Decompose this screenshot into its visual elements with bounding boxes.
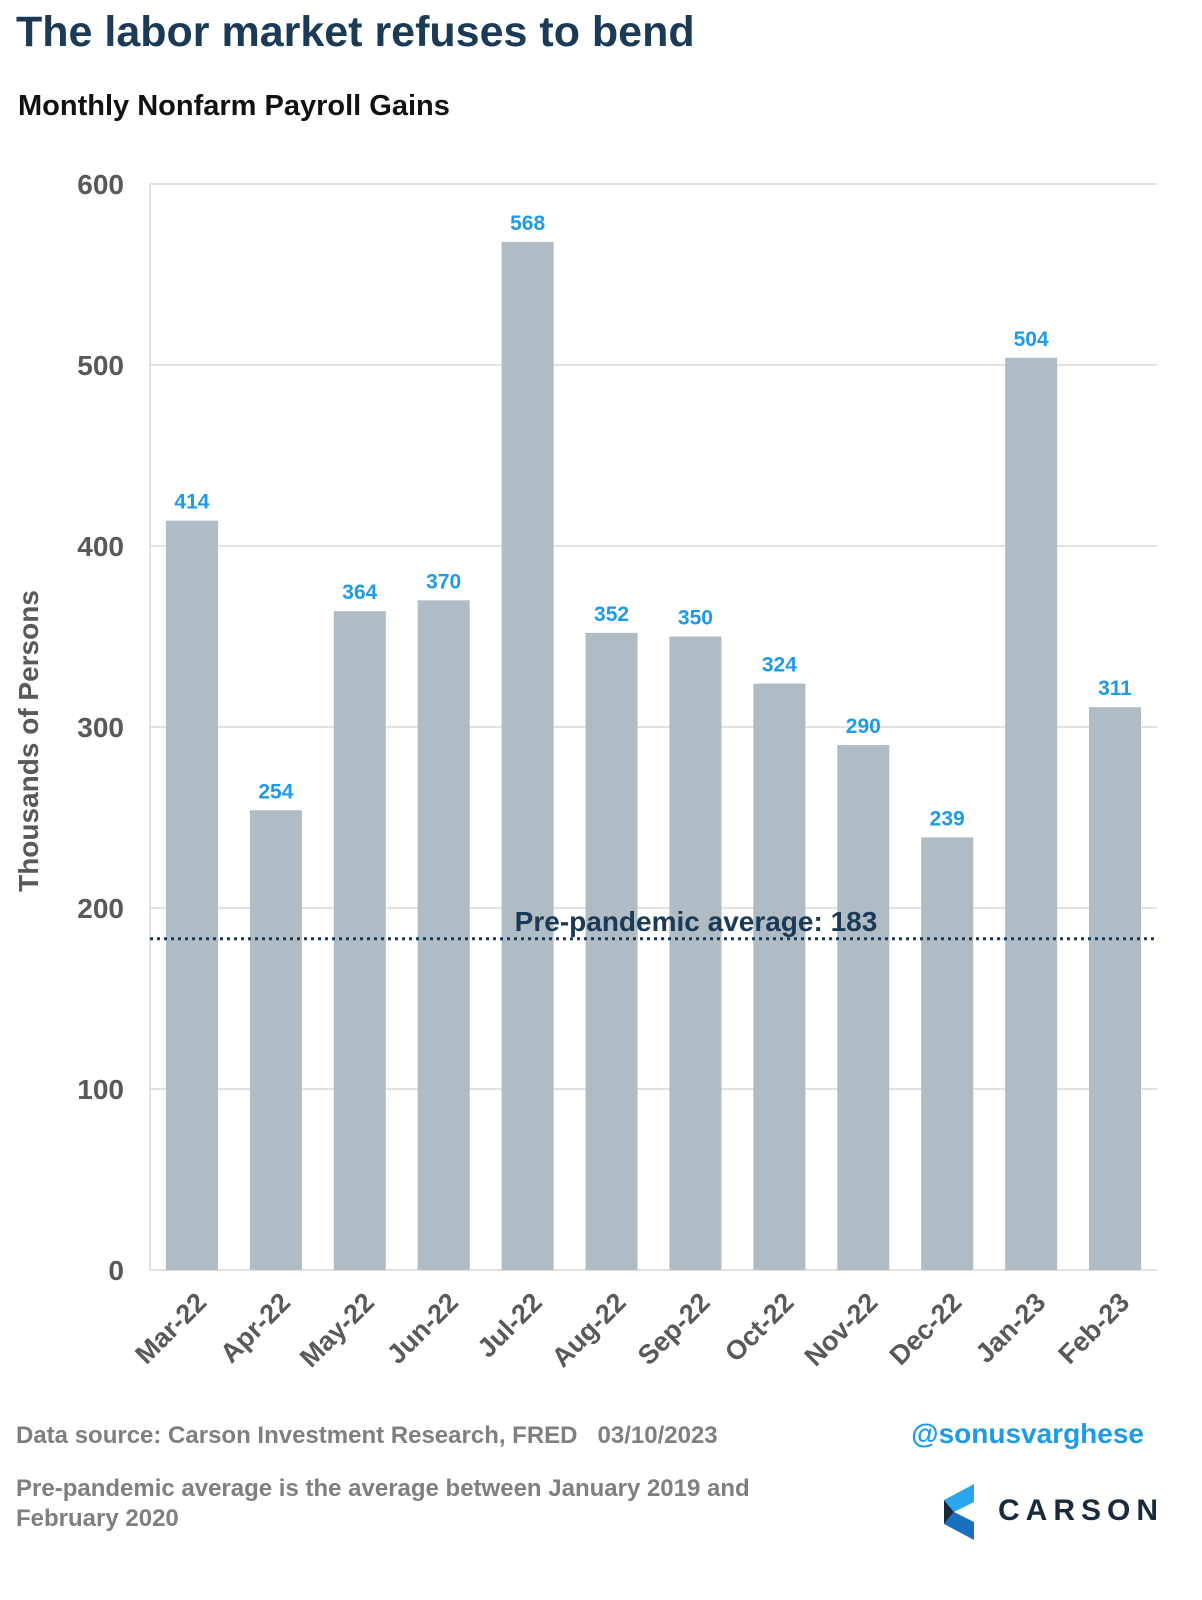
x-tick-label: Oct-22 [719, 1287, 800, 1368]
data-label: 324 [762, 654, 797, 677]
bar [249, 810, 302, 1270]
bar [669, 636, 722, 1270]
carson-logo: CARSON [940, 1480, 1160, 1544]
gridlines [149, 183, 1157, 1271]
bar [417, 600, 470, 1270]
y-tick-label: 400 [77, 531, 124, 562]
data-label: 254 [258, 780, 293, 803]
bar [921, 837, 974, 1270]
twitter-handle: @sonusvarghese [911, 1418, 1144, 1449]
x-tick-label: Sep-22 [632, 1287, 716, 1371]
x-tick-label: Nov-22 [799, 1287, 884, 1372]
y-tick-labels: 0 100 200 300 400 500 600 [77, 169, 124, 1286]
data-labels: 414 254 364 370 568 352 350 324 290 239 504 311 [174, 212, 1132, 830]
x-tick-label: Mar-22 [129, 1287, 212, 1370]
data-source: Data source: Carson Investment Research,… [16, 1422, 718, 1449]
reference-line-label: Pre-pandemic average: 183 [515, 906, 878, 937]
x-tick-label: Jun-22 [381, 1287, 464, 1370]
data-label: 352 [594, 603, 629, 626]
bar [165, 520, 218, 1270]
bar [1089, 707, 1142, 1270]
chart-subtitle: Monthly Nonfarm Payroll Gains [18, 90, 450, 122]
data-label: 311 [1098, 677, 1132, 700]
x-tick-label: Feb-23 [1053, 1287, 1136, 1370]
chart-title: The labor market refuses to bend [16, 8, 695, 56]
data-label: 239 [930, 807, 965, 830]
bar [333, 611, 386, 1270]
bar [501, 241, 554, 1270]
x-tick-label: Apr-22 [214, 1287, 296, 1369]
data-label: 370 [426, 570, 461, 593]
data-label: 568 [510, 212, 545, 235]
y-axis-label: Thousands of Persons [13, 590, 44, 892]
x-tick-label: Aug-22 [546, 1287, 632, 1373]
bar [753, 683, 806, 1270]
bar [1005, 357, 1058, 1270]
footnote: Pre-pandemic average is the average betw… [16, 1475, 750, 1532]
x-tick-label: May-22 [294, 1287, 380, 1373]
data-label: 290 [846, 715, 881, 738]
carson-logo-icon [944, 1484, 974, 1540]
data-label: 364 [342, 581, 377, 604]
bar-chart: 0 100 200 300 400 500 600 414 254 364 370 568 352 35… [13, 169, 1157, 1373]
y-tick-label: 600 [77, 169, 124, 200]
reference-line-group: Pre-pandemic average: 183 [150, 906, 1157, 941]
data-label: 350 [678, 607, 713, 630]
data-label: 504 [1014, 328, 1049, 351]
x-tick-label: Jul-22 [471, 1287, 547, 1363]
bars [165, 241, 1142, 1270]
y-tick-label: 0 [108, 1255, 124, 1286]
y-tick-label: 100 [77, 1074, 124, 1105]
y-tick-label: 500 [77, 350, 124, 381]
data-label: 414 [174, 491, 209, 514]
y-tick-label: 200 [77, 893, 124, 924]
x-tick-label: Jan-23 [970, 1287, 1052, 1369]
bar [585, 632, 638, 1270]
carson-logo-text: CARSON [998, 1494, 1165, 1527]
x-tick-label: Dec-22 [884, 1287, 968, 1371]
y-tick-label: 300 [77, 712, 124, 743]
bar [837, 745, 890, 1270]
